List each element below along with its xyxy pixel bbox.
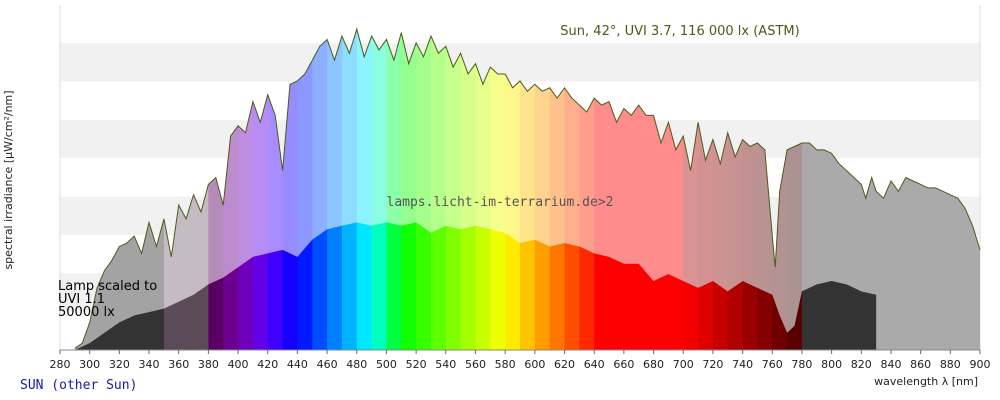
x-tick-label: 440	[287, 358, 308, 371]
x-tick-label: 700	[673, 358, 694, 371]
x-tick-label: 560	[465, 358, 486, 371]
grid-band	[60, 5, 980, 44]
x-tick-label: 600	[524, 358, 545, 371]
lamp-band-stripe	[549, 222, 566, 350]
x-tick-label: 660	[613, 358, 634, 371]
x-tick-label: 500	[376, 358, 397, 371]
lamp-band-stripe	[520, 222, 536, 350]
lamp-band-stripe	[490, 222, 506, 350]
lamp-band-stripe	[460, 222, 476, 350]
x-tick-label: 420	[257, 358, 278, 371]
lamp-band-stripe	[475, 222, 491, 350]
lamp-band-stripe	[327, 222, 343, 350]
x-tick-label: 620	[554, 358, 575, 371]
lamp-series-label: lamps.licht-im-terrarium.de>2	[387, 195, 614, 210]
x-tick-label: 800	[821, 358, 842, 371]
x-tick-label: 780	[791, 358, 812, 371]
lamp-band-stripe	[505, 222, 521, 350]
x-tick-label: 820	[851, 358, 872, 371]
lamp-band-stripe	[371, 222, 387, 350]
x-tick-label: 720	[702, 358, 723, 371]
x-tick-label: 640	[584, 358, 605, 371]
lamp-band-stripe	[401, 222, 417, 350]
sun-spectrum-line	[74, 27, 981, 349]
lamp-band-stripe	[386, 222, 402, 350]
x-tick-label: 880	[940, 358, 961, 371]
source-footer-label: SUN (other Sun)	[20, 378, 137, 393]
x-tick-label: 280	[50, 358, 71, 371]
lamp-band-stripe	[579, 222, 595, 350]
x-tick-label: 320	[109, 358, 130, 371]
x-axis: 280 300 320 340 360 380 400 420 440 460 480 500 520 5…	[50, 349, 991, 371]
lamp-band-stripe	[356, 222, 373, 350]
x-tick-label: 340	[139, 358, 160, 371]
x-tick-label: 680	[643, 358, 664, 371]
grid-band	[60, 43, 980, 82]
y-axis-title: spectral irradiance [µW/cm²/nm]	[2, 90, 15, 269]
lamp-band-stripe	[297, 222, 313, 350]
x-tick-label: 380	[198, 358, 219, 371]
x-tick-label: 480	[346, 358, 367, 371]
lamp-band-stripe	[564, 222, 580, 350]
lamp-note-line-3: 50000 lx	[58, 305, 115, 320]
x-tick-label: 460	[317, 358, 338, 371]
x-tick-label: 840	[880, 358, 901, 371]
x-tick-label: 520	[406, 358, 427, 371]
lamp-band-stripe	[534, 222, 551, 350]
x-tick-label: 400	[228, 358, 249, 371]
sun-series-label: Sun, 42°, UVI 3.7, 116 000 lx (ASTM)	[560, 24, 799, 39]
lamp-band-stripe	[445, 222, 462, 350]
lamp-band-stripe	[431, 222, 447, 350]
x-tick-label: 580	[495, 358, 516, 371]
lamp-band-stripe	[312, 222, 328, 350]
x-tick-label: 300	[79, 358, 100, 371]
x-tick-label: 360	[168, 358, 189, 371]
lamp-note-line-2: UVI 1.1	[58, 292, 105, 307]
lamp-band-stripe	[416, 222, 432, 350]
x-tick-label: 860	[910, 358, 931, 371]
x-tick-label: 760	[762, 358, 783, 371]
x-tick-label: 900	[970, 358, 991, 371]
lamp-band-stripe	[341, 222, 358, 350]
x-tick-label: 540	[435, 358, 456, 371]
lamp-band-stripe	[267, 222, 284, 350]
lamp-note-line-1: Lamp scaled to	[58, 279, 157, 294]
x-tick-label: 740	[732, 358, 753, 371]
x-axis-title: wavelength λ [nm]	[874, 375, 978, 388]
